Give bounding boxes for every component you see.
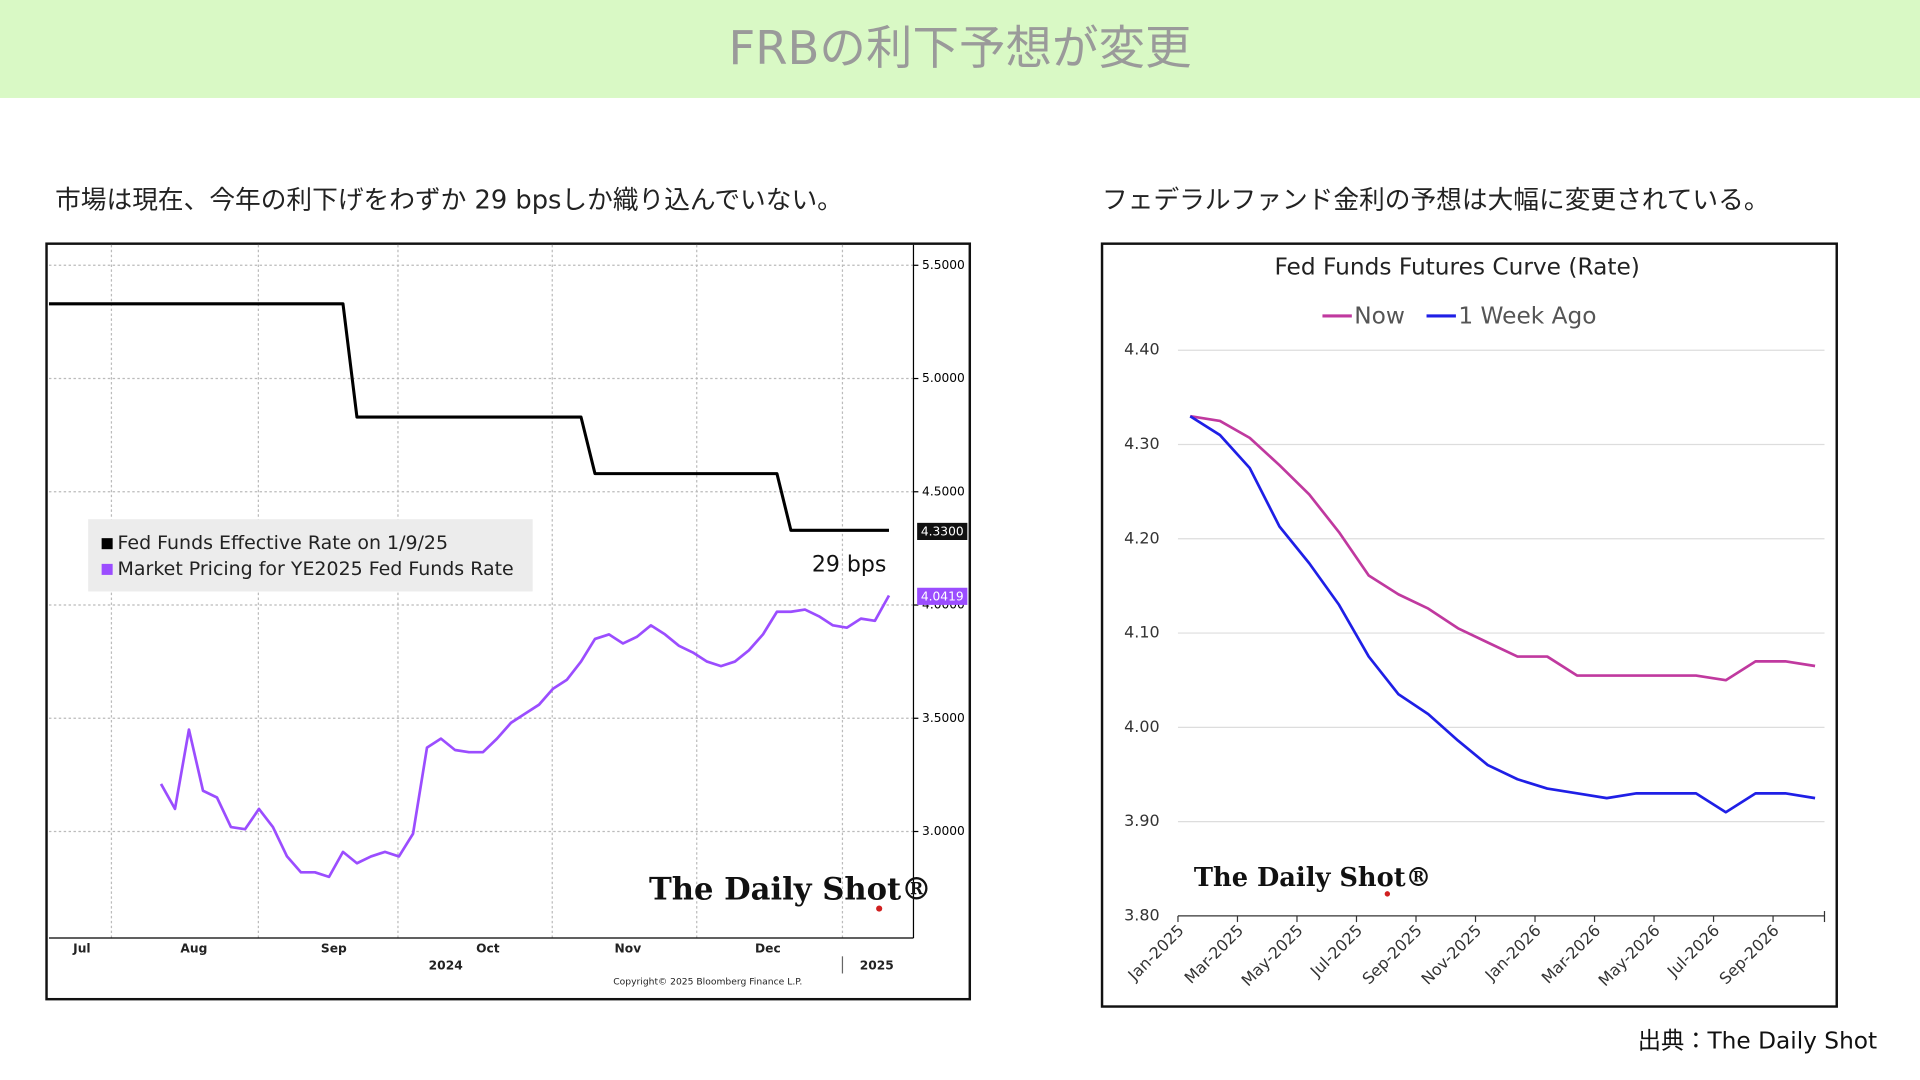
copyright: Copyright© 2025 Bloomberg Finance L.P.: [613, 977, 802, 988]
watermark: The Daily Shot®: [1194, 863, 1431, 893]
year-label: 2024: [429, 959, 463, 973]
y-tick-label: 3.0000: [922, 824, 965, 838]
y-tick-label: 4.40: [1124, 340, 1159, 359]
y-tick-label: 4.00: [1124, 717, 1159, 736]
y-tick-label: 3.5000: [922, 711, 965, 725]
watermark-dot: [1384, 891, 1391, 897]
slide-title: FRBの利下予想が変更: [728, 21, 1191, 75]
watermark: The Daily Shot®: [649, 871, 932, 907]
header-band: [0, 0, 1920, 98]
y-tick-label: 4.5000: [922, 484, 965, 498]
series-line: [1189, 414, 1816, 682]
legend-swatch: [101, 563, 113, 575]
source: 出典：The Daily Shot: [1638, 1028, 1877, 1055]
series-line: [1189, 415, 1816, 814]
chart-frame: [1100, 242, 1838, 1008]
x-tick-label: Jul: [72, 941, 90, 955]
x-tick-label: Oct: [476, 941, 500, 955]
legend-swatch: [101, 538, 113, 550]
legend-label: Market Pricing for YE2025 Fed Funds Rate: [118, 558, 514, 580]
subtitle: フェデラルファンド金利の予想は大幅に変更されている。: [1102, 185, 1770, 215]
watermark-dot: [876, 905, 883, 912]
end-label-box: [917, 522, 968, 540]
end-label: 4.0419: [921, 589, 964, 603]
year-label: 2025: [860, 959, 894, 973]
y-tick-label: 4.10: [1124, 623, 1159, 642]
legend-label: 1 Week Ago: [1458, 303, 1596, 330]
legend-box: [88, 519, 533, 592]
y-tick-label: 5.5000: [922, 258, 965, 272]
y-tick-label: 5.0000: [922, 371, 965, 385]
series-line: [48, 302, 889, 532]
x-tick-label: Dec: [755, 941, 781, 955]
x-tick-label: Aug: [180, 941, 207, 955]
legend-label: Now: [1354, 303, 1405, 330]
legend-label: Fed Funds Effective Rate on 1/9/25: [118, 532, 449, 554]
subtitle: 市場は現在、今年の利下げをわずか 29 bpsしか織り込んでいない。: [55, 185, 843, 215]
chart-title: Fed Funds Futures Curve (Rate): [1274, 254, 1639, 281]
y-tick-label: 3.90: [1124, 811, 1159, 830]
y-tick-label: 4.30: [1124, 434, 1159, 453]
series-line: [159, 594, 891, 879]
end-label-box: [917, 587, 968, 605]
x-tick-label: Sep: [321, 941, 347, 955]
annotation: 29 bps: [812, 553, 887, 578]
chart-frame: [45, 242, 972, 1001]
y-tick-label: 4.20: [1124, 528, 1159, 547]
y-tick-label: 3.80: [1124, 905, 1159, 924]
x-tick-label: Nov: [615, 941, 642, 955]
end-label: 4.3300: [921, 525, 964, 539]
